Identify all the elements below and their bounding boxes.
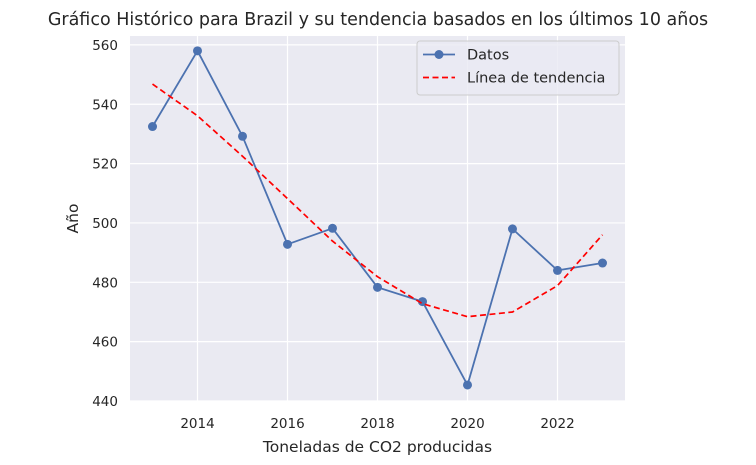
legend-label: Datos <box>467 48 509 64</box>
data-point <box>238 131 247 141</box>
grid-lines <box>130 36 625 402</box>
y-tick-label: 540 <box>92 97 118 113</box>
data-point <box>328 223 337 233</box>
y-tick-label: 440 <box>92 394 118 410</box>
data-point <box>148 122 157 132</box>
y-tick-label: 520 <box>92 157 118 173</box>
x-axis-label: Toneladas de CO2 producidas <box>262 438 492 456</box>
legend-box <box>416 40 620 96</box>
series-layer <box>148 46 607 390</box>
x-tick-label: 2020 <box>450 416 484 432</box>
legend: Datos Línea de tendencia <box>416 40 620 96</box>
x-tick-label: 2022 <box>540 416 574 432</box>
data-point <box>463 380 472 390</box>
data-point <box>193 46 202 56</box>
y-axis-ticks: 440 460 480 500 520 540 560 <box>92 38 118 410</box>
data-point <box>598 258 607 268</box>
data-point <box>283 239 292 249</box>
data-point <box>418 297 427 307</box>
legend-swatch-marker <box>434 50 444 59</box>
y-tick-label: 480 <box>92 275 118 291</box>
x-tick-label: 2018 <box>360 416 394 432</box>
chart-title: Gráfico Histórico para Brazil y su tende… <box>48 10 708 30</box>
data-point <box>373 282 382 292</box>
x-tick-label: 2016 <box>270 416 304 432</box>
legend-label: Línea de tendencia <box>467 71 605 87</box>
series-line-1 <box>152 83 604 318</box>
data-point <box>553 265 562 275</box>
y-tick-label: 460 <box>92 335 118 351</box>
y-axis-label: Año <box>64 204 82 234</box>
x-axis-ticks: 2014 2016 2018 2020 2022 <box>180 416 574 432</box>
y-tick-label: 500 <box>92 216 118 232</box>
y-tick-label: 560 <box>92 38 118 54</box>
x-tick-label: 2014 <box>180 416 214 432</box>
data-point <box>508 224 517 234</box>
